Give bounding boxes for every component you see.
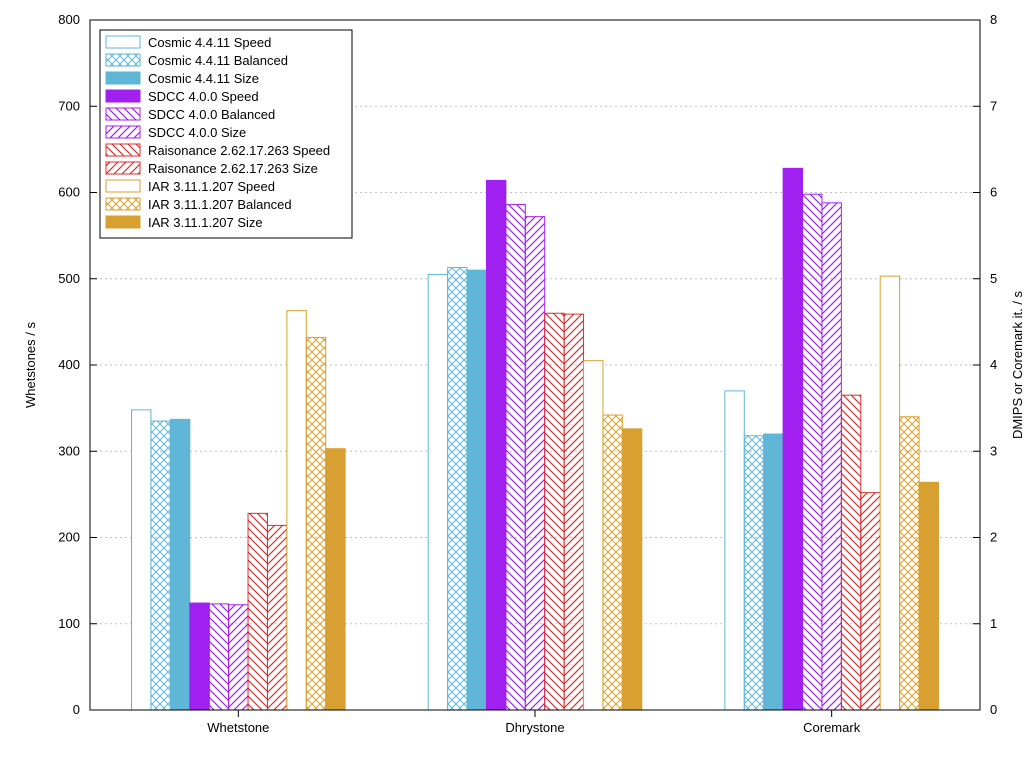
legend-label: IAR 3.11.1.207 Size xyxy=(148,215,263,230)
svg-text:DMIPS or Coremark it. / s: DMIPS or Coremark it. / s xyxy=(1010,290,1024,439)
svg-text:1: 1 xyxy=(990,616,997,631)
legend-label: SDCC 4.0.0 Speed xyxy=(148,89,259,104)
svg-text:Whetstones / s: Whetstones / s xyxy=(23,322,38,408)
bar xyxy=(622,429,641,710)
bar xyxy=(783,168,802,710)
svg-text:200: 200 xyxy=(58,530,80,545)
bar xyxy=(287,311,306,710)
bar xyxy=(764,434,783,710)
svg-text:2: 2 xyxy=(990,530,997,545)
bar xyxy=(506,205,525,710)
bar xyxy=(525,217,544,710)
bar xyxy=(880,276,899,710)
bar xyxy=(467,270,486,710)
bar xyxy=(132,410,151,710)
legend-label: Cosmic 4.4.11 Speed xyxy=(148,35,271,50)
svg-text:0: 0 xyxy=(990,702,997,717)
legend-label: Cosmic 4.4.11 Balanced xyxy=(148,53,288,68)
bar xyxy=(448,268,467,710)
svg-text:700: 700 xyxy=(58,98,80,113)
svg-text:8: 8 xyxy=(990,12,997,27)
bar xyxy=(744,436,763,710)
bar xyxy=(900,417,919,710)
bar xyxy=(229,605,248,710)
legend-label: Raisonance 2.62.17.263 Speed xyxy=(148,143,330,158)
legend-label: SDCC 4.0.0 Size xyxy=(148,125,246,140)
bar xyxy=(190,603,209,710)
svg-text:0: 0 xyxy=(73,702,80,717)
bar xyxy=(861,493,880,710)
bar xyxy=(428,274,447,710)
bar xyxy=(725,391,744,710)
bar xyxy=(170,419,189,710)
svg-text:Coremark: Coremark xyxy=(803,720,861,735)
svg-text:Dhrystone: Dhrystone xyxy=(505,720,564,735)
bar xyxy=(209,604,228,710)
bar xyxy=(919,482,938,710)
svg-text:Whetstone: Whetstone xyxy=(207,720,269,735)
bar xyxy=(822,203,841,710)
svg-text:500: 500 xyxy=(58,271,80,286)
bar xyxy=(248,513,267,710)
bar xyxy=(603,415,622,710)
bar xyxy=(564,314,583,710)
benchmark-bar-chart: 0 100 200 300 400 500 600 700 800 0 1 2 3 4 5 6 7 8 Whetst… xyxy=(0,0,1024,768)
legend-label: SDCC 4.0.0 Balanced xyxy=(148,107,275,122)
svg-text:800: 800 xyxy=(58,12,80,27)
legend-label: IAR 3.11.1.207 Speed xyxy=(148,179,275,194)
bar xyxy=(841,395,860,710)
bar xyxy=(267,525,286,710)
bar xyxy=(151,421,170,710)
bar xyxy=(545,313,564,710)
svg-text:400: 400 xyxy=(58,357,80,372)
svg-text:4: 4 xyxy=(990,357,997,372)
svg-text:5: 5 xyxy=(990,271,997,286)
legend-label: Raisonance 2.62.17.263 Size xyxy=(148,161,318,176)
svg-text:600: 600 xyxy=(58,185,80,200)
svg-text:6: 6 xyxy=(990,185,997,200)
bar xyxy=(584,361,603,710)
svg-text:100: 100 xyxy=(58,616,80,631)
bar xyxy=(326,449,345,710)
legend-label: Cosmic 4.4.11 Size xyxy=(148,71,259,86)
legend-label: IAR 3.11.1.207 Balanced xyxy=(148,197,292,212)
bar xyxy=(803,194,822,710)
svg-text:3: 3 xyxy=(990,443,997,458)
svg-text:300: 300 xyxy=(58,443,80,458)
bar xyxy=(306,337,325,710)
bar xyxy=(486,180,505,710)
svg-text:7: 7 xyxy=(990,98,997,113)
